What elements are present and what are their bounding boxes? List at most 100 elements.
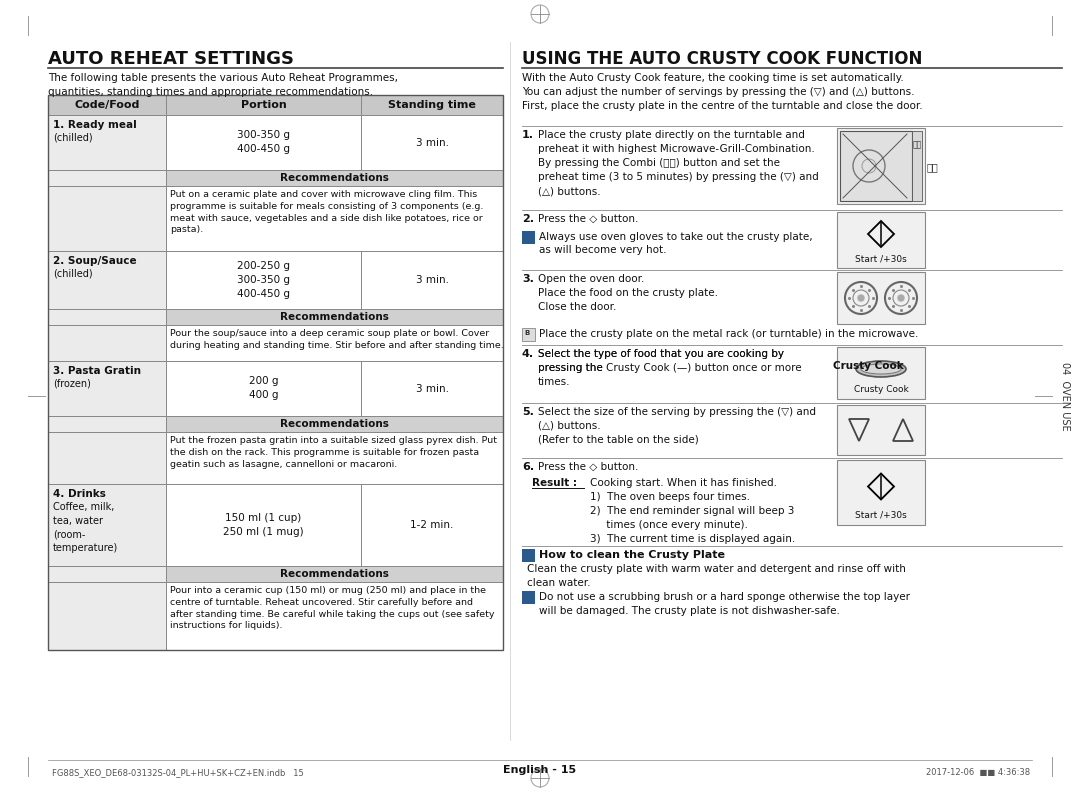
Bar — [837, 405, 924, 455]
Text: 04  OVEN USE: 04 OVEN USE — [1059, 362, 1070, 430]
Bar — [166, 325, 503, 361]
Bar — [166, 582, 503, 650]
Bar — [48, 186, 166, 251]
Text: (chilled): (chilled) — [53, 133, 93, 143]
Bar — [166, 432, 503, 484]
Bar — [361, 361, 503, 416]
Bar — [837, 347, 924, 399]
Text: 4.: 4. — [522, 349, 535, 359]
Text: Do not use a scrubbing brush or a hard sponge otherwise the top layer
will be da: Do not use a scrubbing brush or a hard s… — [539, 592, 910, 616]
Text: Always use oven gloves to take out the crusty plate,
as will become very hot.: Always use oven gloves to take out the c… — [539, 232, 812, 255]
Bar — [361, 484, 503, 566]
Text: 300-350 g
400-450 g: 300-350 g 400-450 g — [237, 131, 291, 154]
Bar — [48, 309, 166, 325]
Text: Standing time: Standing time — [388, 100, 476, 110]
Bar — [837, 128, 924, 204]
Text: Clean the crusty plate with warm water and detergent and rinse off with
clean wa: Clean the crusty plate with warm water a… — [527, 564, 906, 588]
Text: With the Auto Crusty Cook feature, the cooking time is set automatically.
You ca: With the Auto Crusty Cook feature, the c… — [522, 73, 922, 111]
Text: FG88S_XEO_DE68-03132S-04_PL+HU+SK+CZ+EN.indb   15: FG88S_XEO_DE68-03132S-04_PL+HU+SK+CZ+EN.… — [52, 768, 303, 777]
Text: Start /+30s: Start /+30s — [855, 511, 907, 520]
Bar — [166, 186, 503, 251]
Bar — [48, 484, 166, 566]
Text: Portion: Portion — [241, 100, 286, 110]
Text: 2017-12-06  ■■ 4:36:38: 2017-12-06 ■■ 4:36:38 — [926, 768, 1030, 777]
Bar — [522, 231, 535, 244]
Bar — [48, 361, 166, 416]
Circle shape — [858, 295, 864, 301]
Bar — [522, 549, 535, 562]
Text: Press the ◇ button.: Press the ◇ button. — [538, 214, 638, 224]
Text: How to clean the Crusty Plate: How to clean the Crusty Plate — [539, 550, 725, 560]
Bar — [840, 131, 912, 201]
Text: 比小: 比小 — [927, 162, 939, 172]
Text: Place the crusty plate on the metal rack (or turntable) in the microwave.: Place the crusty plate on the metal rack… — [539, 329, 918, 339]
Text: 200 g
400 g: 200 g 400 g — [248, 376, 279, 401]
Text: (frozen): (frozen) — [53, 379, 91, 389]
Text: Recommendations: Recommendations — [280, 419, 389, 429]
Text: 3 min.: 3 min. — [416, 275, 448, 285]
Bar — [166, 251, 361, 309]
Ellipse shape — [856, 361, 906, 377]
Bar — [522, 591, 535, 604]
Text: Coffee, milk,
tea, water
(room-
temperature): Coffee, milk, tea, water (room- temperat… — [53, 502, 118, 553]
Bar — [166, 95, 361, 115]
Text: English - 15: English - 15 — [503, 765, 577, 775]
Text: Cooking start. When it has finished.
1)  The oven beeps four times.
2)  The end : Cooking start. When it has finished. 1) … — [590, 478, 795, 544]
Text: 4. Drinks: 4. Drinks — [53, 489, 106, 499]
Circle shape — [897, 295, 904, 301]
Text: Crusty Cook: Crusty Cook — [853, 385, 908, 394]
Bar — [48, 325, 166, 361]
Text: 6.: 6. — [522, 462, 535, 472]
Text: 2.: 2. — [522, 214, 534, 224]
Text: Select the type of food that you are cooking by
pressing the Crusty Cook (—) but: Select the type of food that you are coo… — [538, 349, 801, 387]
Text: 1. Ready meal: 1. Ready meal — [53, 120, 137, 130]
Bar — [166, 361, 361, 416]
Text: Start /+30s: Start /+30s — [855, 254, 907, 263]
Text: Select the size of the serving by pressing the (▽) and
(△) buttons.
(Refer to th: Select the size of the serving by pressi… — [538, 407, 816, 445]
Bar — [48, 115, 166, 170]
Bar — [48, 170, 166, 186]
Bar — [837, 212, 924, 268]
Bar — [166, 416, 503, 432]
Text: Result :: Result : — [532, 478, 577, 488]
Bar — [361, 95, 503, 115]
Bar — [361, 115, 503, 170]
Bar — [361, 251, 503, 309]
Text: 1-2 min.: 1-2 min. — [410, 520, 454, 530]
Text: 1.: 1. — [522, 130, 534, 140]
Text: 3 min.: 3 min. — [416, 138, 448, 147]
Text: AUTO REHEAT SETTINGS: AUTO REHEAT SETTINGS — [48, 50, 294, 68]
Text: 5.: 5. — [522, 407, 534, 417]
Text: The following table presents the various Auto Reheat Programmes,
quantities, sta: The following table presents the various… — [48, 73, 399, 97]
Text: Recommendations: Recommendations — [280, 312, 389, 322]
Text: Put on a ceramic plate and cover with microwave cling film. This
programme is su: Put on a ceramic plate and cover with mi… — [170, 190, 484, 234]
Bar — [48, 582, 166, 650]
Text: Select the type of food that you are cooking by
pressing the: Select the type of food that you are coo… — [538, 349, 784, 373]
Bar — [48, 416, 166, 432]
Bar — [48, 566, 166, 582]
Bar — [48, 251, 166, 309]
Text: Open the oven door.
Place the food on the crusty plate.
Close the door.: Open the oven door. Place the food on th… — [538, 274, 718, 312]
Bar — [837, 272, 924, 324]
Bar — [48, 95, 166, 115]
Text: 150 ml (1 cup)
250 ml (1 mug): 150 ml (1 cup) 250 ml (1 mug) — [224, 513, 303, 537]
Bar — [166, 170, 503, 186]
Bar — [166, 309, 503, 325]
Text: Recommendations: Recommendations — [280, 173, 389, 183]
Text: 3 min.: 3 min. — [416, 383, 448, 394]
Text: Put the frozen pasta gratin into a suitable sized glass pyrex dish. Put
the dish: Put the frozen pasta gratin into a suita… — [170, 436, 497, 469]
Bar — [166, 484, 361, 566]
Text: Pour the soup/sauce into a deep ceramic soup plate or bowl. Cover
during heating: Pour the soup/sauce into a deep ceramic … — [170, 329, 503, 350]
Text: Place the crusty plate directly on the turntable and
preheat it with highest Mic: Place the crusty plate directly on the t… — [538, 130, 819, 196]
Bar — [166, 566, 503, 582]
Text: B: B — [524, 330, 529, 336]
Text: 2. Soup/Sauce: 2. Soup/Sauce — [53, 256, 137, 266]
Text: USING THE AUTO CRUSTY COOK FUNCTION: USING THE AUTO CRUSTY COOK FUNCTION — [522, 50, 922, 68]
Bar — [522, 328, 535, 341]
Bar — [837, 460, 924, 525]
Bar — [48, 432, 166, 484]
Text: Recommendations: Recommendations — [280, 569, 389, 579]
Text: 200-250 g
300-350 g
400-450 g: 200-250 g 300-350 g 400-450 g — [237, 261, 291, 299]
Bar — [912, 131, 922, 201]
Bar — [48, 95, 503, 650]
